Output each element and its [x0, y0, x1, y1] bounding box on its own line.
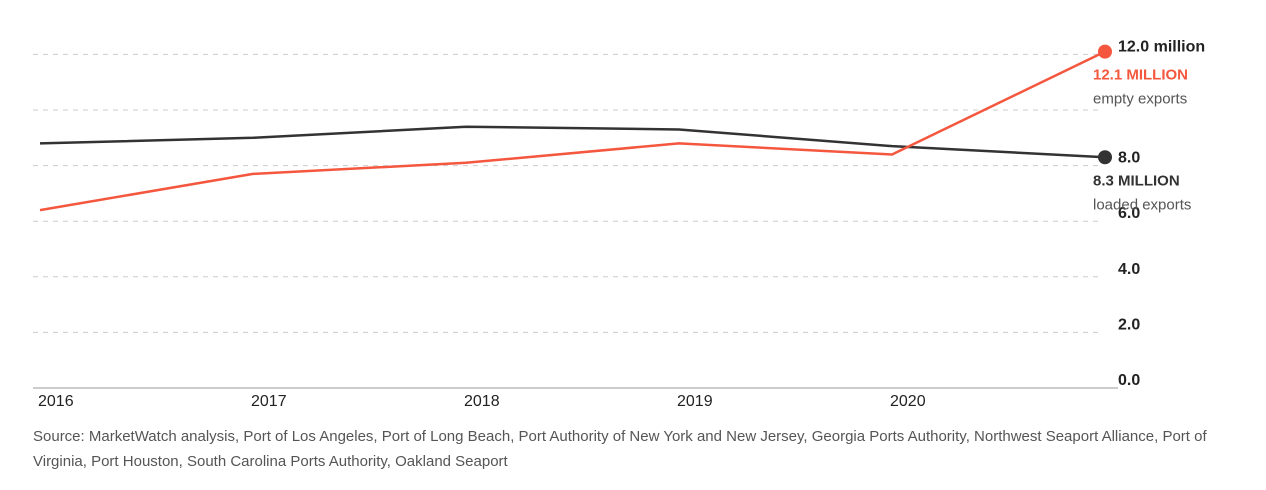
- x-tick-label: 2018: [464, 393, 500, 410]
- y-tick-label: 2.0: [1118, 316, 1140, 333]
- y-tick-label: 8.0: [1118, 150, 1140, 167]
- series-layer: [39, 44, 1112, 212]
- x-tick-label: 2020: [890, 393, 926, 410]
- series-end-point: [1098, 150, 1112, 165]
- y-tick-label: 4.0: [1118, 261, 1140, 278]
- series-end-text: empty exports: [1093, 91, 1187, 108]
- series-end-value-label: 8.3 MILLION: [1093, 172, 1180, 189]
- x-axis-ticks: 2016 2017 2018 2019 2020: [38, 393, 926, 410]
- y-tick-label: 12.0 million: [1118, 38, 1205, 55]
- gridlines: [33, 53, 1100, 333]
- y-axis-ticks: 0.0 2.0 4.0 6.0 8.0 12.0 million: [1118, 38, 1205, 389]
- series-end-text: loaded exports: [1093, 196, 1191, 213]
- series-end-point: [1098, 44, 1112, 59]
- y-tick-label: 6.0: [1118, 205, 1140, 222]
- series-end-value-label: 12.1 MILLION: [1093, 67, 1188, 84]
- x-tick-label: 2016: [38, 393, 74, 410]
- series-line-empty-exports: [39, 50, 1106, 212]
- x-tick-label: 2019: [677, 393, 713, 410]
- y-tick-label: 0.0: [1118, 372, 1140, 389]
- end-annotations: 8.3 MILLION loaded exports 12.1 MILLION emp…: [1093, 67, 1191, 214]
- source-note: Source: MarketWatch analysis, Port of Lo…: [33, 428, 1207, 470]
- x-tick-label: 2017: [251, 393, 287, 410]
- line-chart: 2016 2017 2018 2019 2020 0.0 2.0 4.0 6.0 8.0 12.0…: [33, 38, 1205, 410]
- series-line-loaded-exports: [39, 125, 1106, 159]
